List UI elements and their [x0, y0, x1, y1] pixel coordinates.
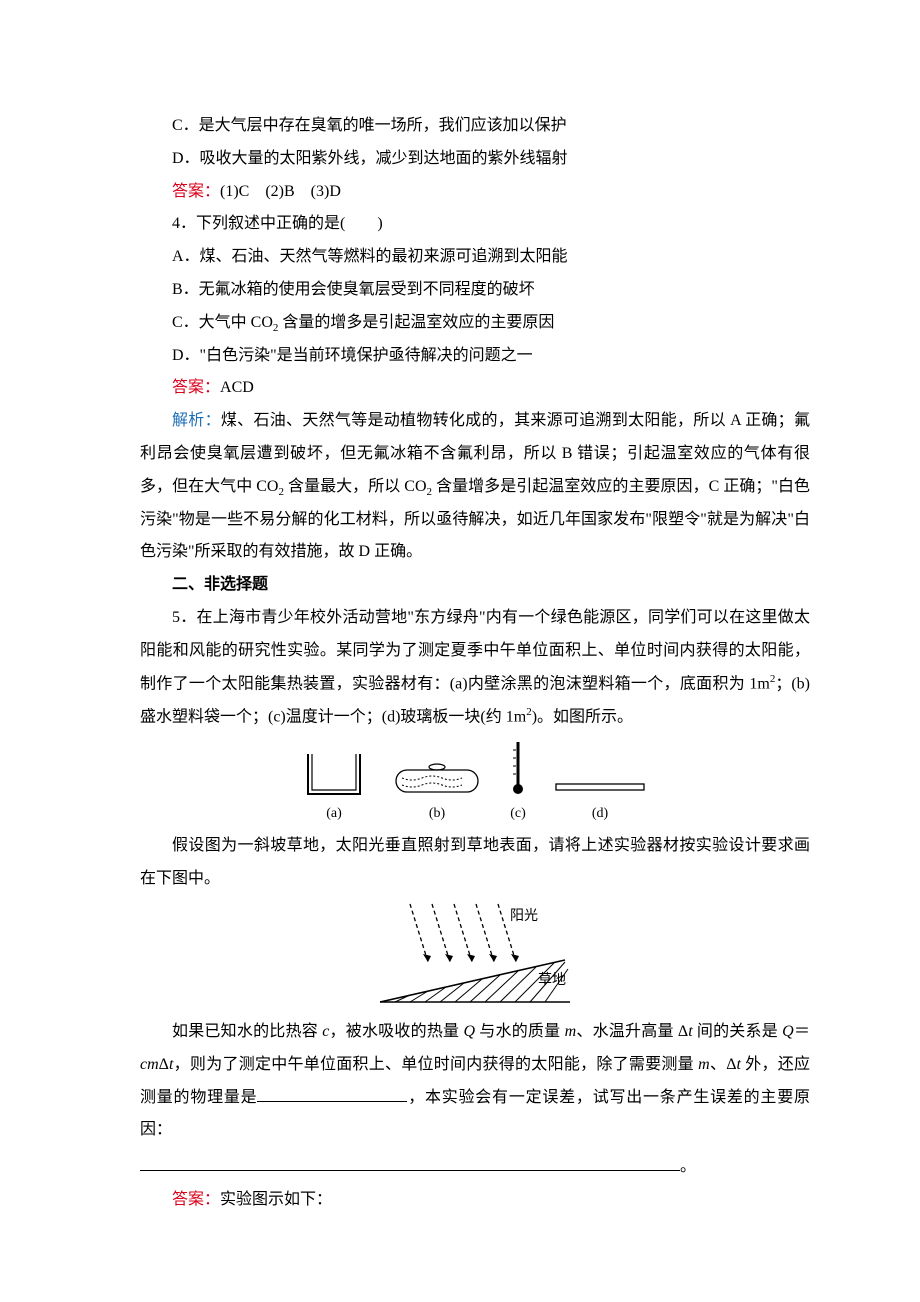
answer-label: 答案：	[172, 183, 220, 200]
slope-diagram: 阳光 草地	[370, 902, 580, 1010]
q3-opt-c: C．是大气层中存在臭氧的唯一场所，我们应该加以保护	[140, 110, 810, 143]
fig-d-col: (d)	[554, 778, 646, 829]
q5-para3: 如果已知水的比热容 c，被水吸收的热量 Q 与水的质量 m、水温升高量 Δt 间…	[140, 1016, 810, 1147]
fig-c-label: (c)	[510, 800, 526, 829]
q5-p1-end: )。如图所示。	[532, 708, 633, 725]
q4-exp-mid: 含量最大，所以 CO	[284, 478, 427, 495]
q5-answer-text: 实验图示如下：	[220, 1191, 332, 1208]
t-a3: 与水的质量	[475, 1023, 565, 1040]
q4-optc-post: 含量的增多是引起温室效应的主要原因	[278, 314, 554, 331]
var-Q: Q	[463, 1023, 475, 1040]
apparatus-box-icon	[304, 752, 364, 796]
q3-answer-text: (1)C (2)B (3)D	[220, 183, 341, 200]
q4-opt-c: C．大气中 CO2 含量的增多是引起温室效应的主要原因	[140, 307, 810, 340]
q4-opt-b: B．无氟冰箱的使用会使臭氧层受到不同程度的破坏	[140, 274, 810, 307]
slope-figure-wrap: 阳光 草地	[140, 902, 810, 1010]
apparatus-glass-icon	[554, 778, 646, 796]
fig-b-label: (b)	[429, 800, 445, 829]
explain-label: 解析：	[172, 412, 221, 429]
fig-a-label: (a)	[326, 800, 342, 829]
apparatus-figure-row: (a) (b) (c) (d)	[140, 740, 810, 829]
t-a6: ＝	[794, 1023, 810, 1040]
q4-answer-line: 答案：ACD	[140, 372, 810, 405]
q5-blank-line: 。	[140, 1151, 810, 1184]
t-end: 。	[680, 1158, 696, 1175]
t-a: 如果已知水的比热容	[172, 1023, 322, 1040]
blank-quantity[interactable]	[257, 1084, 407, 1102]
answer-label: 答案：	[172, 1191, 220, 1208]
t-b2: ，则为了测定中午单位面积上、单位时间内获得的太阳能，除了需要测量	[173, 1056, 698, 1073]
q4-explain: 解析：煤、石油、天然气等是动植物转化成的，其来源可追溯到太阳能，所以 A 正确；…	[140, 405, 810, 569]
fig-a-col: (a)	[304, 752, 364, 829]
t-a4: 、水温升高量 Δ	[576, 1023, 688, 1040]
fig-b-col: (b)	[392, 760, 482, 829]
fig-d-label: (d)	[592, 800, 608, 829]
sun-label: 阳光	[510, 908, 538, 924]
q4-opt-d: D．"白色污染"是当前环境保护亟待解决的问题之一	[140, 340, 810, 373]
q5-answer-line: 答案：实验图示如下：	[140, 1184, 810, 1217]
q5-para2: 假设图为一斜坡草地，太阳光垂直照射到草地表面，请将上述实验器材按实验设计要求画在…	[140, 830, 810, 896]
apparatus-thermometer-icon	[510, 740, 526, 796]
t-a5: 间的关系是	[693, 1023, 783, 1040]
t-b3: 、Δ	[710, 1056, 737, 1073]
q3-opt-d: D．吸收大量的太阳紫外线，减少到达地面的紫外线辐射	[140, 143, 810, 176]
var-m: m	[565, 1023, 577, 1040]
var-m3: m	[698, 1056, 710, 1073]
q4-stem: 4．下列叙述中正确的是( )	[140, 208, 810, 241]
section-2-heading: 二、非选择题	[140, 569, 810, 602]
q5-p1-pre: 5．在上海市青少年校外活动营地"东方绿舟"内有一个绿色能源区，同学们可以在这里做…	[140, 609, 810, 692]
q4-answer-text: ACD	[220, 379, 254, 396]
q4-opt-a: A．煤、石油、天然气等燃料的最初来源可追溯到太阳能	[140, 241, 810, 274]
q5-para1: 5．在上海市青少年校外活动营地"东方绿舟"内有一个绿色能源区，同学们可以在这里做…	[140, 602, 810, 734]
q3-answer-line: 答案：(1)C (2)B (3)D	[140, 176, 810, 209]
t-b: Δ	[159, 1056, 169, 1073]
answer-label: 答案：	[172, 379, 220, 396]
var-Q2: Q	[782, 1023, 794, 1040]
grass-label: 草地	[538, 972, 566, 988]
apparatus-bag-icon	[392, 760, 482, 796]
var-m2: m	[147, 1056, 159, 1073]
blank-reason[interactable]	[140, 1153, 680, 1171]
t-a2: ，被水吸收的热量	[329, 1023, 463, 1040]
q4-optc-pre: C．大气中 CO	[172, 314, 273, 331]
fig-c-col: (c)	[510, 740, 526, 829]
